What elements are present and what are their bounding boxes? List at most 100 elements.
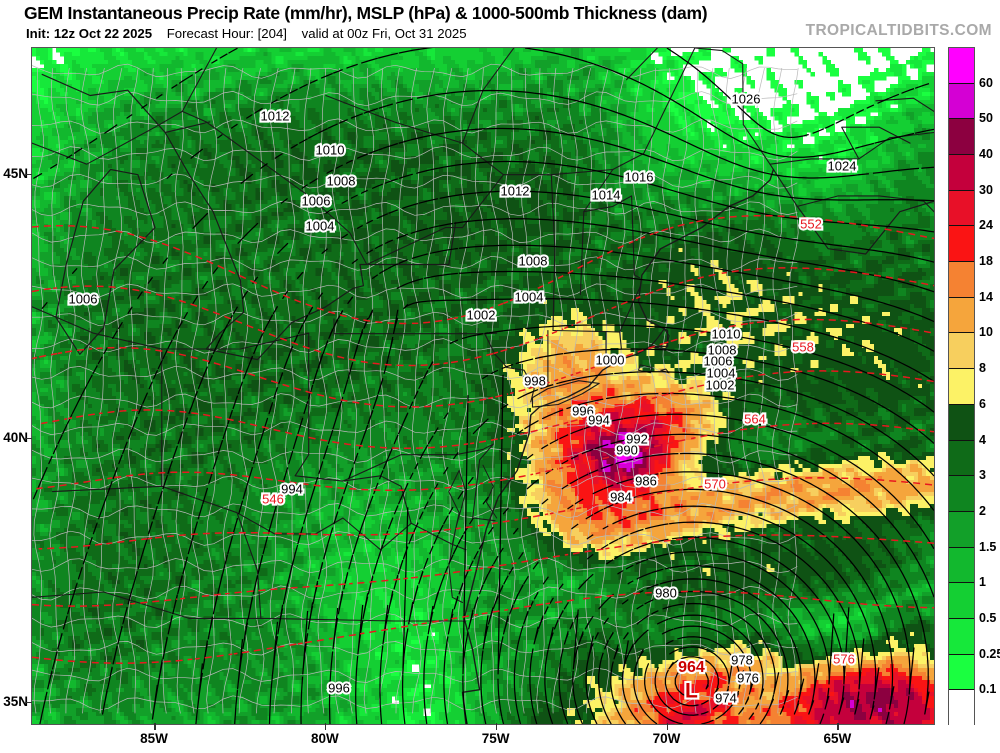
colorbar-tick-label: 1.5 — [979, 539, 997, 554]
thickness-contour-layer — [32, 214, 934, 664]
contour-label: 1016 — [625, 169, 654, 184]
colorbar-band — [949, 476, 974, 512]
contour-label: 964 — [678, 659, 705, 676]
contour-label: 1008 — [519, 253, 548, 268]
colorbar-band — [949, 583, 974, 619]
colorbar-band — [949, 547, 974, 584]
contour-label: 570 — [704, 476, 726, 491]
colorbar-band — [949, 333, 974, 370]
contour-label: 994 — [281, 481, 303, 496]
colorbar-band — [949, 155, 974, 191]
contour-label: 1004 — [515, 289, 544, 304]
contour-label: 1010 — [712, 326, 741, 341]
longitude-tick-label: 85W — [140, 731, 168, 746]
forecast-subtitle: Init: 12z Oct 22 2025 Forecast Hour: [20… — [26, 26, 467, 41]
colorbar-band — [949, 690, 974, 726]
contour-label: 1024 — [828, 158, 857, 173]
valid-time: valid at 00z Fri, Oct 31 2025 — [301, 26, 467, 41]
contour-label: 998 — [524, 373, 546, 388]
contour-label: 992 — [626, 431, 648, 446]
contour-label: 1002 — [467, 307, 496, 322]
longitude-tick — [154, 723, 156, 730]
colorbar-band — [949, 190, 974, 227]
colorbar-band — [949, 511, 974, 548]
colorbar-band — [949, 226, 974, 263]
contour-label: 986 — [635, 473, 657, 488]
latitude-tick — [25, 437, 32, 440]
contour-label-layer: 1012101210101010100810081006100610041004… — [66, 89, 858, 707]
colorbar-tick-label: 10 — [979, 325, 993, 340]
colorbar-band — [949, 618, 974, 655]
colorbar-tick-label: 8 — [979, 361, 986, 376]
colorbar-band — [949, 369, 974, 405]
contour-label: 1004 — [707, 365, 736, 380]
colorbar-tick-label: 14 — [979, 289, 993, 304]
colorbar-band — [949, 440, 974, 477]
longitude-tick — [666, 723, 668, 730]
colorbar-tick-label: 24 — [979, 218, 993, 233]
contour-label: 1006 — [302, 193, 331, 208]
colorbar-tick-label: 3 — [979, 468, 986, 483]
contour-label: 994 — [588, 412, 610, 427]
init-time: Init: 12z Oct 22 2025 — [26, 26, 153, 41]
latitude-tick — [25, 173, 32, 176]
longitude-tick — [495, 723, 498, 730]
longitude-tick — [837, 723, 839, 730]
colorbar-band — [949, 262, 974, 298]
contour-label: 1006 — [69, 291, 98, 306]
forecast-hour: Forecast Hour: [204] — [166, 26, 287, 41]
contour-label: 1012 — [501, 183, 530, 198]
map-canvas: 1012101210101010100810081006100610041004… — [32, 48, 934, 724]
colorbar[interactable] — [948, 47, 975, 726]
colorbar-band — [949, 48, 974, 84]
longitude-tick-label: 80W — [310, 731, 339, 746]
colorbar-band — [949, 404, 974, 441]
site-watermark: TROPICALTIDBITS.COM — [805, 22, 992, 39]
weather-map[interactable]: 1012 1012 1010 1010 1008 1008 1006 1006 1004 1004… — [31, 47, 935, 725]
contour-label: 1008 — [708, 342, 737, 357]
contour-label: 974 — [715, 690, 737, 705]
contour-label: 552 — [800, 216, 822, 231]
contour-label: 1004 — [306, 218, 335, 233]
colorbar-tick-label: 1 — [979, 575, 986, 590]
colorbar-band — [949, 654, 974, 691]
colorbar-tick-label: 0.5 — [979, 610, 997, 625]
colorbar-tick-label: 0.1 — [979, 682, 997, 697]
colorbar-tick-label: 40 — [979, 147, 993, 162]
colorbar-tick-label: 6 — [979, 396, 986, 411]
contour-label: 1010 — [316, 142, 345, 157]
colorbar-tick-label: 2 — [979, 503, 986, 518]
longitude-tick-label: 70W — [652, 731, 681, 746]
colorbar-tick-label: 4 — [979, 432, 986, 447]
contour-label: 546 — [262, 491, 284, 506]
contour-label: 1008 — [327, 173, 356, 188]
latitude-tick-label: 40N — [3, 429, 28, 445]
contour-label: L — [685, 679, 698, 702]
contour-label: 1000 — [596, 352, 625, 367]
contour-label: 564 — [744, 411, 766, 426]
contour-label: 978 — [731, 652, 753, 667]
contour-label: 976 — [737, 670, 759, 685]
page-title: GEM Instantaneous Precip Rate (mm/hr), M… — [24, 3, 708, 23]
longitude-tick-label: 75W — [481, 731, 510, 746]
contour-label: 1012 — [261, 108, 290, 123]
colorbar-tick-label: 18 — [979, 254, 993, 269]
longitude-tick — [324, 723, 327, 730]
latitude-tick — [25, 701, 32, 704]
contour-label: 1026 — [732, 91, 761, 106]
colorbar-band — [949, 119, 974, 156]
contour-label: 990 — [616, 442, 638, 457]
contour-label: 576 — [833, 651, 855, 666]
colorbar-tick-label: 50 — [979, 111, 993, 126]
contour-label: 558 — [792, 339, 814, 354]
latitude-tick-label: 45N — [3, 165, 28, 181]
longitude-tick-label: 65W — [823, 731, 852, 746]
colorbar-tick-label: 0.25 — [979, 646, 1000, 661]
contour-label: 1002 — [706, 377, 735, 392]
contour-label: 1006 — [704, 353, 733, 368]
contour-label: 996 — [328, 680, 350, 695]
contour-label: 980 — [655, 585, 677, 600]
latitude-tick-label: 35N — [3, 693, 28, 709]
contour-label: 1014 — [592, 187, 621, 202]
contour-label: 996 — [572, 403, 594, 418]
